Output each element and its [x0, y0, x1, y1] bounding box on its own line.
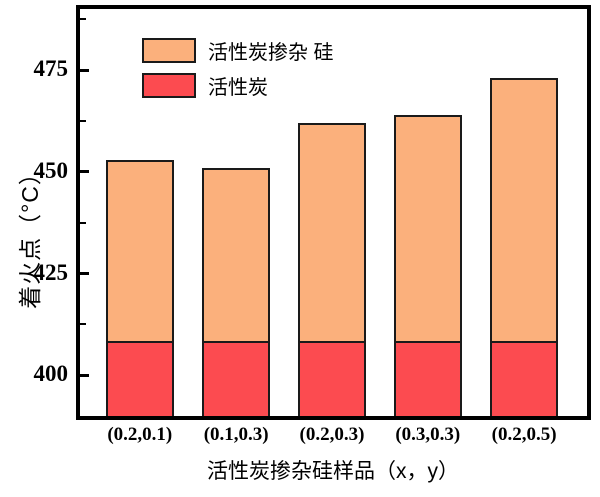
legend: 活性炭掺杂 硅 活性炭: [142, 36, 334, 100]
legend-entry-doped: 活性炭掺杂 硅: [142, 36, 334, 65]
bar-(0.2,0.5): [490, 9, 559, 416]
y-minor-tick: [80, 18, 86, 21]
y-major-tick: [80, 68, 89, 72]
y-tick-label: 475: [33, 56, 69, 82]
y-tick-label: 400: [33, 361, 69, 387]
bar-segment-base: [297, 342, 366, 416]
y-major-tick: [80, 170, 89, 174]
bar-segment-base: [393, 342, 462, 416]
bar-segment-doped: [490, 78, 559, 343]
y-minor-tick: [80, 221, 86, 224]
y-tick-label: 450: [33, 157, 69, 183]
x-tick-label: (0.2,0.3): [299, 424, 365, 445]
legend-swatch-base: [142, 73, 196, 98]
bar-segment-base: [202, 342, 271, 416]
y-major-tick: [80, 272, 89, 276]
y-minor-tick: [80, 323, 86, 326]
y-minor-tick: [80, 119, 86, 122]
legend-entry-base: 活性炭: [142, 71, 334, 100]
legend-label-base: 活性炭: [208, 77, 268, 99]
bar-(0.1,0.3): [202, 9, 271, 416]
bar-segment-base: [490, 342, 559, 416]
bar-(0.2,0.1): [105, 9, 174, 416]
legend-label-doped: 活性炭掺杂 硅: [208, 42, 334, 64]
bar-segment-doped: [105, 159, 174, 343]
x-tick-label: (0.1,0.3): [203, 424, 269, 445]
bar-segment-doped: [202, 167, 271, 343]
x-tick-label: (0.2,0.5): [491, 424, 557, 445]
x-axis-title: 活性炭掺杂硅样品（x，y）: [207, 460, 459, 483]
y-tick-label: 425: [33, 259, 69, 285]
bar-segment-doped: [393, 114, 462, 343]
y-major-tick: [80, 373, 89, 377]
x-tick-label: (0.2,0.1): [107, 424, 173, 445]
bar-segment-base: [105, 342, 174, 416]
bar-(0.3,0.3): [393, 9, 462, 416]
plot-area: 活性炭掺杂 硅 活性炭: [76, 5, 591, 420]
legend-swatch-doped: [142, 38, 196, 63]
bar-(0.2,0.3): [297, 9, 366, 416]
bar-segment-doped: [297, 122, 366, 343]
x-tick-label: (0.3,0.3): [395, 424, 461, 445]
